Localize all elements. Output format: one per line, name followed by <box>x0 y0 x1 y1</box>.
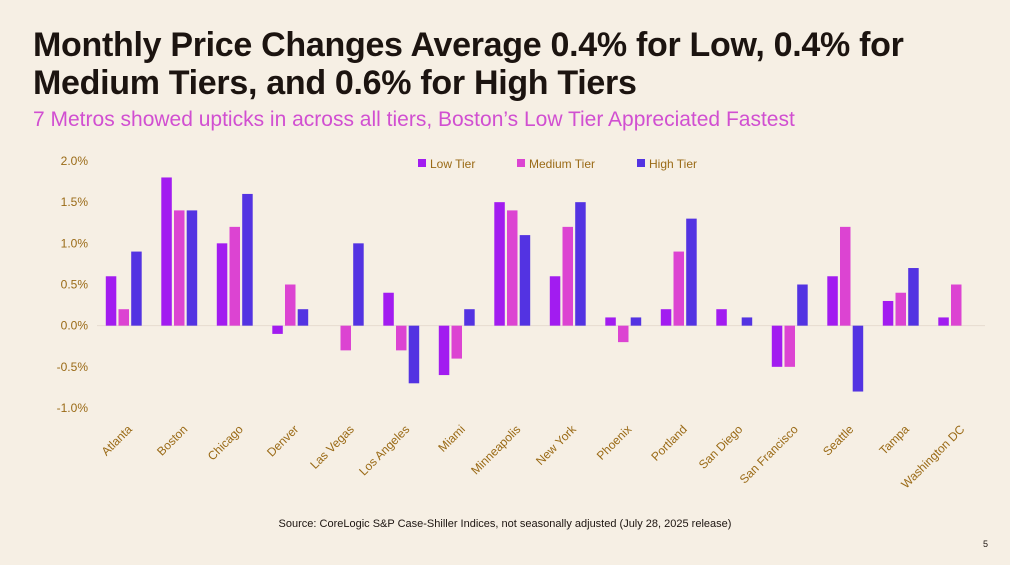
bar-low-new-york <box>549 276 561 326</box>
bar-low-boston <box>161 177 172 326</box>
bar-low-tampa <box>882 300 894 326</box>
legend-label: High Tier <box>649 157 697 171</box>
x-tick-label: Portland <box>648 422 690 464</box>
bar-high-las-vegas <box>353 243 364 326</box>
bar-high-atlanta <box>131 251 142 326</box>
bar-high-san-francisco <box>797 284 808 326</box>
bar-high-new-york <box>575 202 586 326</box>
bar-high-denver <box>297 309 309 326</box>
bar-high-seattle <box>852 325 864 392</box>
y-tick-label: -1.0% <box>57 401 89 415</box>
x-tick-label: San Diego <box>696 422 746 472</box>
bar-medium-minneapolis <box>507 210 518 326</box>
y-tick-label: -0.5% <box>57 360 89 374</box>
page-number: 5 <box>982 539 988 549</box>
bar-high-los-angeles <box>408 325 420 384</box>
bar-low-atlanta <box>105 276 117 326</box>
bar-high-chicago <box>242 193 253 326</box>
y-tick-label: 1.5% <box>61 195 89 209</box>
bar-chart: 2.0% 1.5% 1.0% 0.5% 0.0% -0.5% -1.0% Atlanta Bos… <box>57 154 985 491</box>
x-tick-label: Chicago <box>205 422 246 463</box>
bar-medium-boston <box>174 210 185 326</box>
bar-high-tampa <box>908 268 919 326</box>
bar-high-minneapolis <box>519 235 531 326</box>
bar-low-washington-dc <box>938 317 949 326</box>
page-title: Monthly Price Changes Average 0.4% for L… <box>33 26 904 102</box>
bar-low-minneapolis <box>494 202 505 326</box>
x-tick-label: Seattle <box>820 422 857 459</box>
bar-low-san-diego <box>716 309 727 326</box>
bar-medium-las-vegas <box>340 325 351 351</box>
bar-low-portland <box>660 309 672 326</box>
legend-swatch-medium <box>517 159 525 167</box>
bar-medium-miami <box>451 325 462 359</box>
bar-low-san-francisco <box>771 325 783 367</box>
bar-low-denver <box>272 325 283 334</box>
bar-low-chicago <box>216 243 228 326</box>
bar-medium-washington-dc <box>951 284 962 326</box>
y-tick-label: 0.0% <box>61 319 89 333</box>
y-tick-label: 2.0% <box>61 154 89 168</box>
x-tick-label: Miami <box>435 422 468 455</box>
legend-swatch-low <box>418 159 426 167</box>
bar-low-phoenix <box>605 317 616 326</box>
x-tick-label: Phoenix <box>594 422 635 463</box>
bar-low-miami <box>438 325 450 376</box>
bar-high-phoenix <box>630 317 642 326</box>
bar-medium-tampa <box>895 292 906 326</box>
bar-medium-seattle <box>840 226 851 326</box>
y-tick-label: 0.5% <box>61 278 89 292</box>
x-tick-label: Atlanta <box>99 422 136 459</box>
bar-medium-los-angeles <box>396 325 407 351</box>
bar-high-miami <box>464 309 475 326</box>
bar-medium-phoenix <box>618 325 629 343</box>
bar-medium-new-york <box>562 226 573 326</box>
y-tick-label: 1.0% <box>61 236 89 250</box>
x-tick-label: Los Angeles <box>356 422 412 478</box>
legend-label: Medium Tier <box>529 157 595 171</box>
x-tick-label: Las Vegas <box>307 422 357 472</box>
x-tick-label: Tampa <box>876 422 912 458</box>
bar-high-portland <box>686 218 697 326</box>
x-tick-label: San Francisco <box>737 422 801 486</box>
legend-label: Low Tier <box>430 157 475 171</box>
x-tick-label: Denver <box>264 422 301 459</box>
bar-medium-atlanta <box>118 309 129 326</box>
bar-low-seattle <box>827 276 838 326</box>
source-note: Source: CoreLogic S&P Case-Shiller Indic… <box>278 518 732 530</box>
legend-swatch-high <box>637 159 645 167</box>
bar-medium-san-francisco <box>784 325 795 367</box>
bar-high-san-diego <box>741 317 753 326</box>
bar-medium-chicago <box>229 226 240 326</box>
bar-low-los-angeles <box>383 292 394 326</box>
bar-medium-portland <box>673 251 684 326</box>
page-subtitle: 7 Metros showed upticks in across all ti… <box>33 108 795 131</box>
bar-medium-denver <box>285 284 296 326</box>
x-tick-label: Minneapolis <box>468 422 523 477</box>
bar-high-boston <box>186 210 198 326</box>
x-tick-label: New York <box>533 422 579 468</box>
x-tick-label: Boston <box>154 422 190 458</box>
